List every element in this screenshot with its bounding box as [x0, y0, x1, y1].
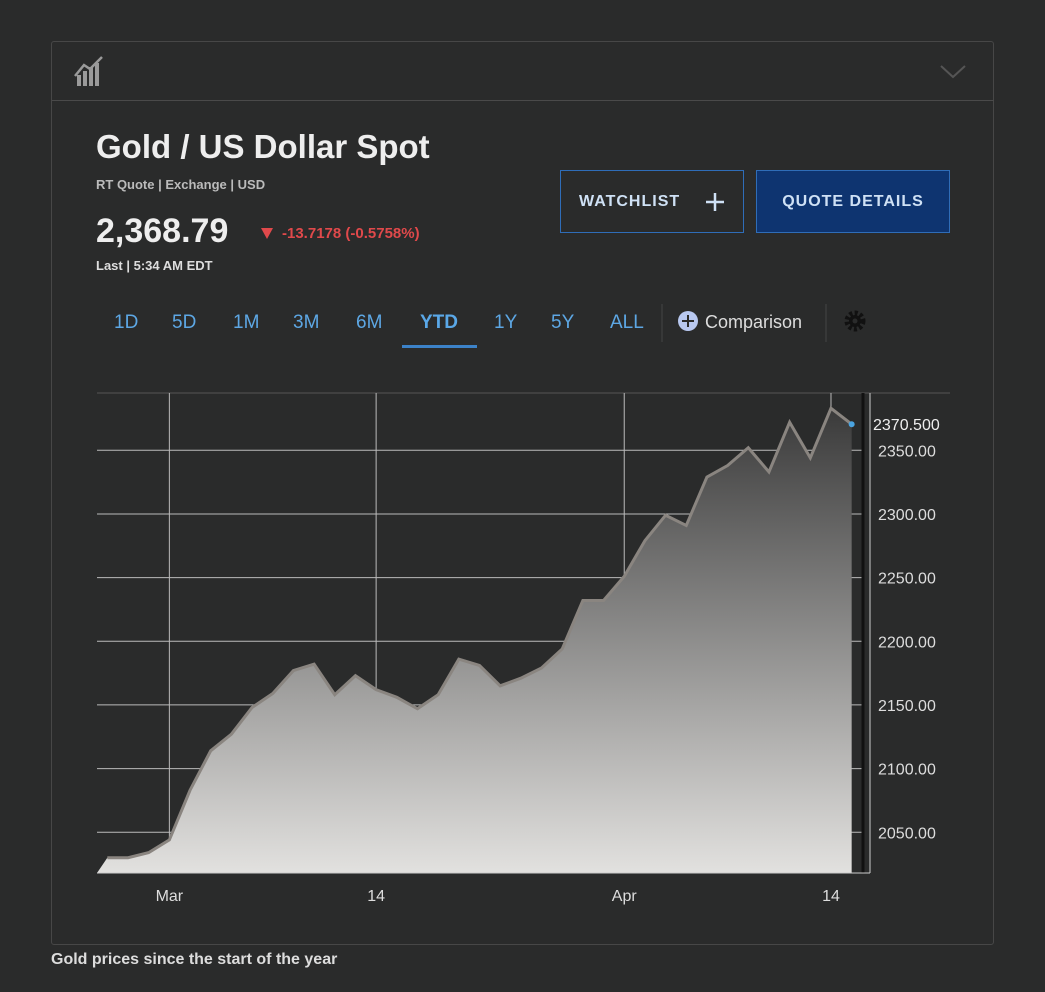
- range-tab[interactable]: 5D: [172, 312, 197, 333]
- comparison-plus: [682, 315, 694, 327]
- divider: [52, 100, 994, 101]
- x-tick-label: 14: [367, 888, 385, 905]
- price: 2,368.79: [96, 212, 229, 250]
- collapse-chevron[interactable]: [940, 65, 966, 79]
- range-tab[interactable]: YTD: [420, 312, 458, 333]
- range-tab[interactable]: 1M: [233, 312, 260, 333]
- active-tab-underline: [402, 345, 477, 348]
- range-tab[interactable]: 1D: [114, 312, 139, 333]
- plus-icon: [706, 193, 724, 211]
- x-tick-label: 14: [822, 888, 840, 905]
- y-tick-label: 2150.00: [878, 698, 936, 715]
- settings-icon[interactable]: [844, 310, 866, 332]
- chart-icon: [74, 56, 103, 86]
- y-tick-label: 2050.00: [878, 825, 936, 842]
- range-tab[interactable]: ALL: [610, 312, 644, 333]
- price-line: [107, 405, 853, 860]
- last-point: [848, 421, 855, 428]
- range-tab[interactable]: 1Y: [494, 312, 518, 333]
- subtitle: RT Quote | Exchange | USD: [96, 177, 266, 192]
- range-tab[interactable]: 3M: [293, 312, 320, 333]
- caption: Gold prices since the start of the year: [51, 951, 338, 968]
- quote-details-button[interactable]: QUOTE DETAILS: [756, 170, 950, 233]
- value-label: 2370.500: [873, 417, 940, 434]
- x-tick-label: Apr: [612, 888, 638, 905]
- x-tick-label: Mar: [156, 888, 184, 905]
- y-tick-label: 2100.00: [878, 762, 936, 779]
- down-triangle: [261, 228, 273, 239]
- y-tick-label: 2350.00: [878, 443, 936, 460]
- comparison-button[interactable]: Comparison: [705, 312, 803, 332]
- range-tab[interactable]: 6M: [356, 312, 383, 333]
- watchlist-button[interactable]: WATCHLIST: [560, 170, 744, 233]
- quote-time: Last | 5:34 AM EDT: [96, 258, 213, 273]
- title: Gold / US Dollar Spot: [96, 128, 430, 165]
- range-tab[interactable]: 5Y: [551, 312, 575, 333]
- y-tick-label: 2200.00: [878, 634, 936, 651]
- y-tick-label: 2300.00: [878, 507, 936, 524]
- price-change: -13.7178 (-0.5758%): [282, 225, 420, 242]
- area-fill: [97, 408, 852, 873]
- y-tick-label: 2250.00: [878, 571, 936, 588]
- card: [51, 41, 994, 945]
